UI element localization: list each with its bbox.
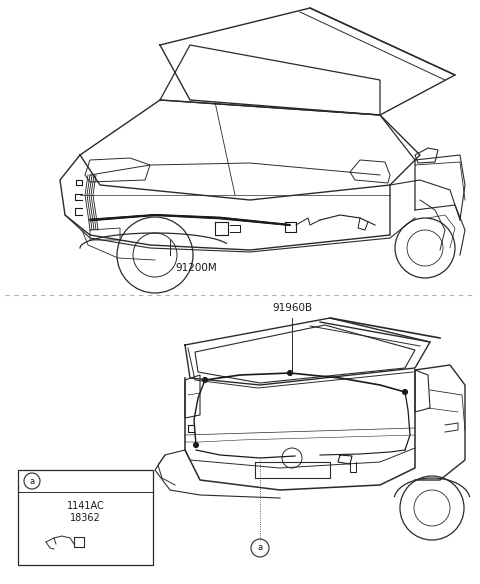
Circle shape xyxy=(282,448,302,468)
Circle shape xyxy=(133,233,177,277)
Text: a: a xyxy=(257,544,263,552)
Circle shape xyxy=(288,370,292,376)
Circle shape xyxy=(414,490,450,526)
Text: a: a xyxy=(29,477,35,485)
Circle shape xyxy=(403,390,408,395)
Circle shape xyxy=(395,218,455,278)
Circle shape xyxy=(24,473,40,489)
Text: 18362: 18362 xyxy=(70,513,101,523)
Circle shape xyxy=(203,377,207,383)
Circle shape xyxy=(117,217,193,293)
Polygon shape xyxy=(85,158,150,182)
Bar xyxy=(18,470,153,565)
Polygon shape xyxy=(350,160,390,183)
Polygon shape xyxy=(415,148,438,163)
Text: 1141AC: 1141AC xyxy=(67,501,104,511)
Text: 91960B: 91960B xyxy=(272,303,312,313)
Polygon shape xyxy=(185,375,200,418)
Polygon shape xyxy=(415,370,430,412)
Text: 91200M: 91200M xyxy=(175,263,217,273)
Circle shape xyxy=(400,476,464,540)
Circle shape xyxy=(407,230,443,266)
Circle shape xyxy=(193,443,199,447)
Circle shape xyxy=(251,539,269,557)
Polygon shape xyxy=(195,325,415,383)
